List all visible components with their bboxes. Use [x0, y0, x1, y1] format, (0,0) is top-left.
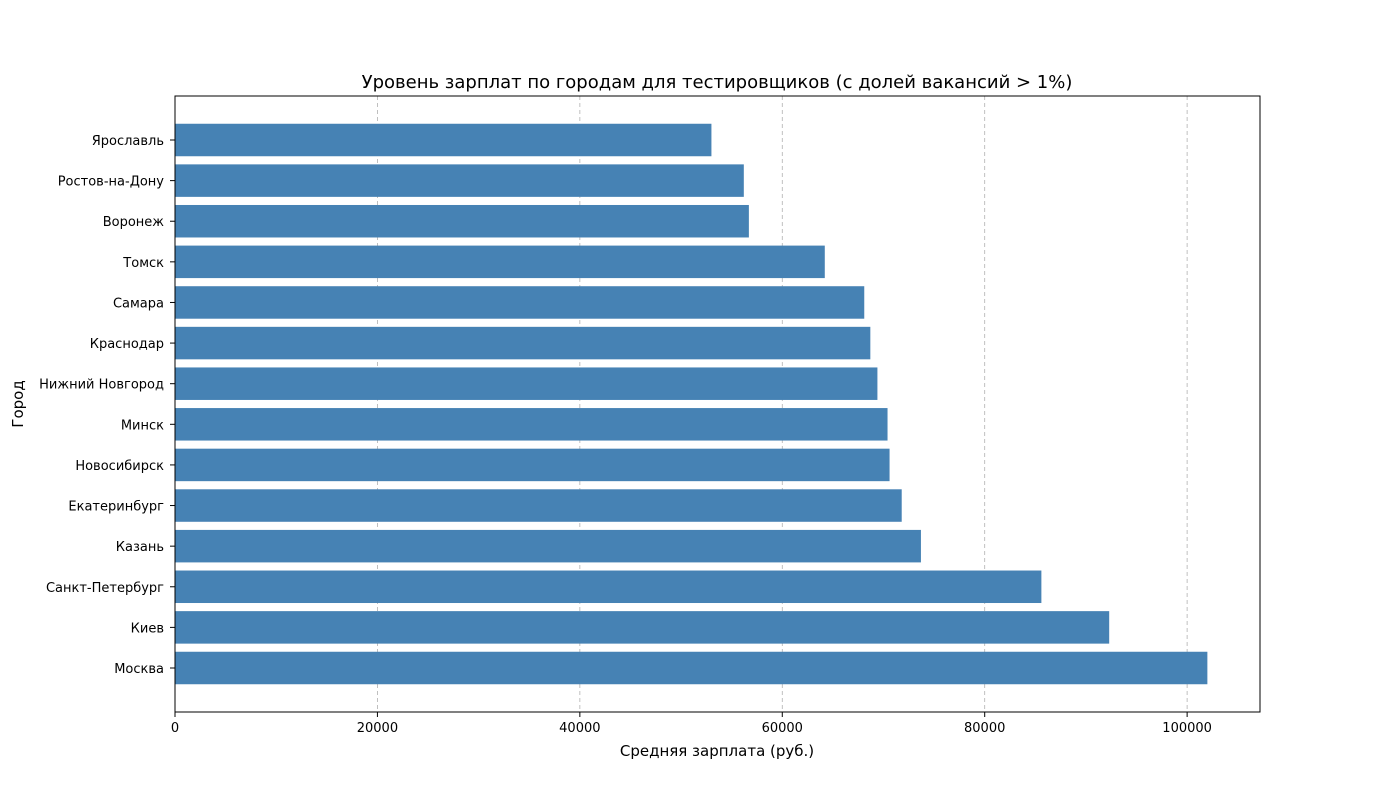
- bar-3: [175, 529, 921, 563]
- bar-0: [175, 651, 1208, 685]
- y-tick-label-7: Нижний Новгород: [39, 378, 164, 393]
- x-tick-label-3: 60000: [762, 721, 803, 736]
- x-tick-label-4: 80000: [964, 721, 1005, 736]
- y-tick-label-13: Ярославль: [92, 134, 164, 149]
- y-tick-label-0: Москва: [114, 662, 164, 677]
- bar-9: [175, 286, 865, 319]
- y-axis-ticks: Москва Киев Санкт-Петербург Казань Екатеринб…: [39, 134, 175, 677]
- bar-10: [175, 245, 825, 279]
- y-tick-label-9: Самара: [113, 296, 164, 311]
- bar-5: [175, 448, 890, 482]
- bar-7: [175, 367, 878, 400]
- y-tick-label-2: Санкт-Петербург: [46, 581, 164, 596]
- grid-lines: [377, 96, 1188, 712]
- y-axis-label: Город: [9, 380, 27, 427]
- bar-8: [175, 326, 871, 360]
- bar-6: [175, 408, 888, 441]
- chart-title: Уровень зарплат по городам для тестировщ…: [362, 72, 1073, 93]
- x-tick-label-5: 100000: [1162, 721, 1212, 736]
- y-tick-label-8: Краснодар: [90, 337, 164, 352]
- y-tick-label-3: Казань: [116, 540, 164, 555]
- y-tick-label-11: Воронеж: [103, 215, 165, 230]
- bar-1: [175, 611, 1110, 644]
- y-tick-label-5: Новосибирск: [75, 459, 164, 474]
- y-tick-label-4: Екатеринбург: [68, 500, 164, 515]
- y-tick-label-1: Киев: [131, 621, 164, 636]
- x-tick-label-2: 40000: [559, 721, 600, 736]
- x-tick-label-1: 20000: [357, 721, 398, 736]
- bar-2: [175, 570, 1042, 604]
- bars: [175, 123, 1208, 685]
- y-tick-label-12: Ростов-на-Дону: [58, 175, 165, 190]
- bar-4: [175, 489, 902, 522]
- plot-frame: [174, 95, 1261, 713]
- y-tick-label-10: Томск: [122, 256, 164, 271]
- y-tick-label-6: Минск: [121, 418, 164, 433]
- x-axis-ticks: 0 20000 40000 60000 80000 100000: [171, 712, 1212, 736]
- bar-11: [175, 204, 749, 238]
- bar-13: [175, 123, 712, 157]
- bar-12: [175, 164, 744, 197]
- x-tick-label-0: 0: [171, 721, 179, 736]
- x-axis-label: Средняя зарплата (руб.): [620, 742, 814, 760]
